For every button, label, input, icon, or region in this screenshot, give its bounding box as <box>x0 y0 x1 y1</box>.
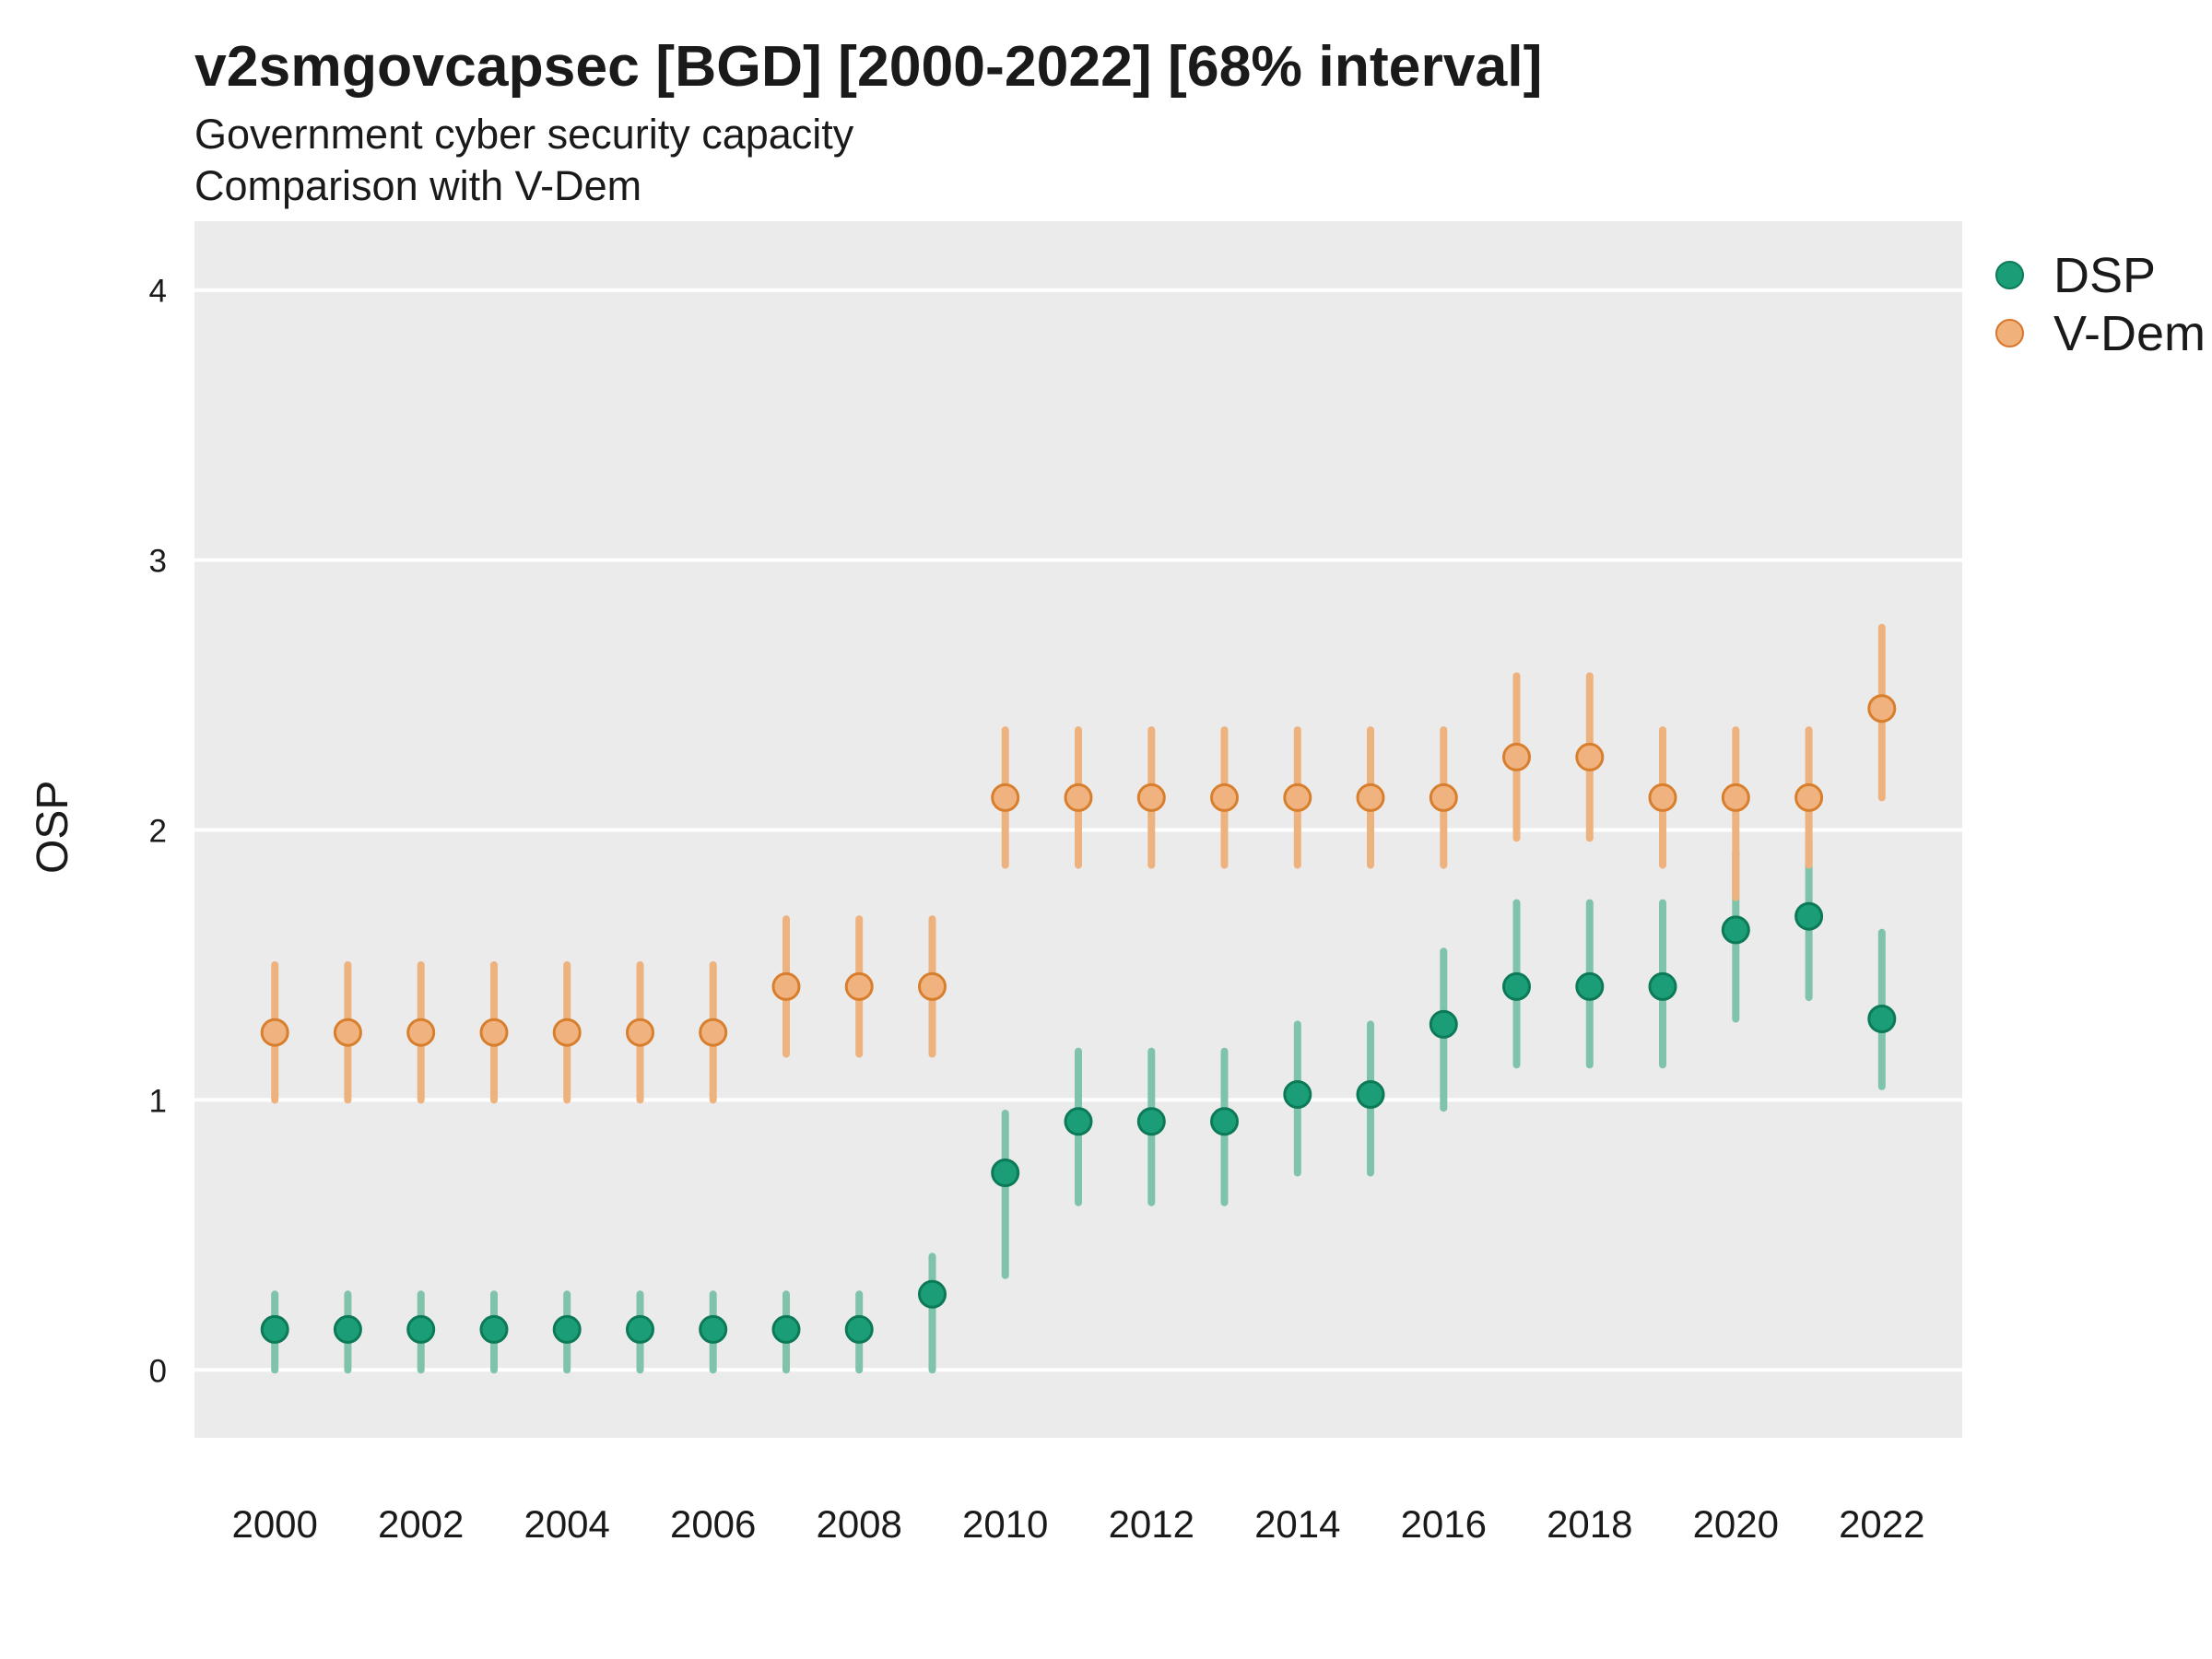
svg-text:2006: 2006 <box>670 1502 756 1546</box>
svg-text:3: 3 <box>149 544 167 580</box>
svg-text:2012: 2012 <box>1109 1502 1194 1546</box>
svg-text:2: 2 <box>149 814 167 850</box>
svg-text:2022: 2022 <box>1839 1502 1924 1546</box>
svg-text:2010: 2010 <box>962 1502 1048 1546</box>
svg-text:2004: 2004 <box>524 1502 609 1546</box>
svg-text:2000: 2000 <box>231 1502 317 1546</box>
svg-text:2020: 2020 <box>1693 1502 1779 1546</box>
svg-text:4: 4 <box>149 274 167 310</box>
svg-text:2008: 2008 <box>816 1502 901 1546</box>
svg-text:0: 0 <box>149 1353 167 1389</box>
svg-text:2002: 2002 <box>378 1502 464 1546</box>
svg-text:1: 1 <box>149 1083 167 1119</box>
svg-text:2014: 2014 <box>1254 1502 1340 1546</box>
svg-text:2018: 2018 <box>1547 1502 1632 1546</box>
svg-text:2016: 2016 <box>1401 1502 1487 1546</box>
